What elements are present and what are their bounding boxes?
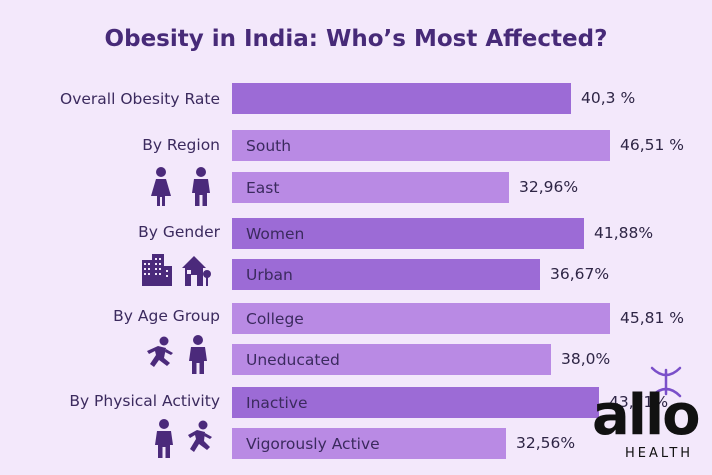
male-icon bbox=[192, 167, 210, 206]
standing-person-icon bbox=[155, 419, 173, 458]
bar-value-label: 40,3 % bbox=[581, 89, 636, 107]
bar-east: East bbox=[232, 172, 509, 203]
house-icon bbox=[182, 256, 211, 286]
bar-category-label: Urban bbox=[246, 265, 293, 284]
bar-uneducated: Uneducated bbox=[232, 344, 551, 375]
logo-wordmark: allo bbox=[592, 383, 701, 448]
group-label-age: By Age Group bbox=[113, 307, 220, 325]
logo-mark-icon bbox=[650, 366, 682, 398]
bar-category-label: Vigorously Active bbox=[246, 434, 380, 453]
bar-category-label: Inactive bbox=[246, 393, 308, 412]
bar-value-label: 38,0% bbox=[561, 350, 611, 368]
group-label-region: By Region bbox=[142, 136, 220, 154]
person-icon bbox=[189, 335, 207, 374]
bar-value-label: 46,51 % bbox=[620, 136, 685, 154]
bar-value-label: 45,81 % bbox=[620, 309, 685, 327]
group-label-activity: By Physical Activity bbox=[69, 392, 220, 410]
female-icon bbox=[151, 167, 171, 206]
bar-category-label: College bbox=[246, 309, 304, 328]
chart-title: Obesity in India: Who’s Most Affected? bbox=[104, 26, 608, 52]
bar-value-label: 36,67% bbox=[550, 265, 610, 283]
bar-value-label: 41,88% bbox=[594, 224, 654, 242]
bar-value-label: 32,56% bbox=[516, 434, 576, 452]
bar-south: South bbox=[232, 130, 610, 161]
bar-urban: Urban bbox=[232, 259, 540, 290]
runner-icon bbox=[147, 336, 173, 367]
bar-category-label: East bbox=[246, 178, 280, 197]
logo-subtitle: HEALTH bbox=[625, 446, 694, 461]
bar-value-label: 43,71% bbox=[609, 393, 669, 411]
bar-category-label: Women bbox=[246, 224, 305, 243]
bar-women: Women bbox=[232, 218, 584, 249]
bar-inactive: Inactive bbox=[232, 387, 599, 418]
bar-value-label: 32,96% bbox=[519, 178, 579, 196]
bar-category-label: South bbox=[246, 136, 292, 155]
bar-vigorously-active: Vigorously Active bbox=[232, 428, 506, 459]
bar-category-label: Uneducated bbox=[246, 350, 340, 369]
bar-college: College bbox=[232, 303, 610, 334]
group-label-overall: Overall Obesity Rate bbox=[60, 90, 220, 108]
city-icon bbox=[142, 254, 172, 286]
bar-overall bbox=[232, 83, 571, 114]
running-person-icon bbox=[188, 420, 212, 452]
group-label-gender: By Gender bbox=[138, 223, 220, 241]
